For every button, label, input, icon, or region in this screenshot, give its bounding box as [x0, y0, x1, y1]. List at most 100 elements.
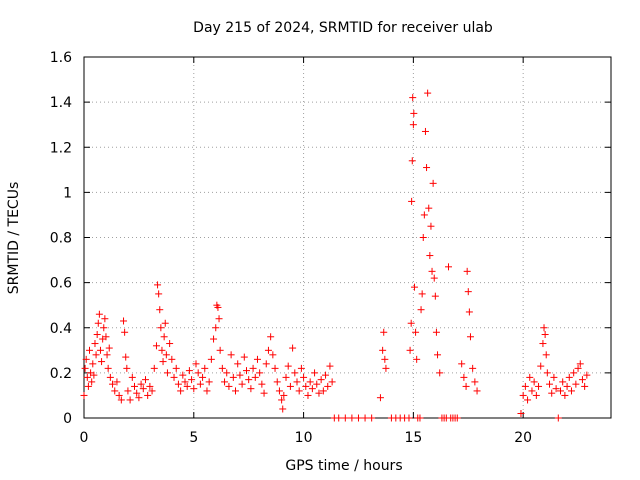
data-point [158, 346, 166, 354]
data-point [284, 362, 292, 370]
data-point [234, 360, 242, 368]
data-point [104, 364, 112, 372]
data-point [583, 371, 591, 379]
data-point [540, 324, 548, 332]
data-point [203, 387, 211, 395]
data-point [81, 364, 89, 372]
data-point [174, 380, 182, 388]
data-point [271, 364, 279, 372]
data-point [106, 373, 114, 381]
data-point [223, 369, 231, 377]
data-point [156, 306, 164, 314]
data-point [115, 391, 123, 399]
data-point [406, 346, 414, 354]
data-point [431, 292, 439, 300]
data-point [238, 380, 246, 388]
data-point [249, 364, 257, 372]
data-point [434, 351, 442, 359]
data-point [124, 387, 132, 395]
data-point [578, 376, 586, 384]
data-point [382, 364, 390, 372]
data-point [154, 281, 162, 289]
data-point [117, 396, 125, 404]
x-axis-label: GPS time / hours [285, 458, 402, 474]
data-point [407, 319, 415, 327]
data-point [554, 414, 562, 422]
y-tick-label: 1.4 [50, 95, 72, 111]
data-point [258, 380, 266, 388]
data-point [313, 380, 321, 388]
data-point [543, 369, 551, 377]
data-point [293, 378, 301, 386]
data-point [354, 414, 362, 422]
data-point [361, 414, 369, 422]
data-point [430, 274, 438, 282]
data-point [109, 380, 117, 388]
data-point [214, 303, 222, 311]
data-point [521, 382, 529, 390]
data-point [289, 344, 297, 352]
data-point [458, 360, 466, 368]
data-point [170, 373, 178, 381]
data-point [524, 396, 532, 404]
data-point [420, 211, 428, 219]
y-tick-label: 1 [63, 185, 72, 201]
data-point [84, 382, 92, 390]
data-point [82, 355, 90, 363]
y-tick-label: 1.2 [50, 140, 72, 156]
data-point [212, 324, 220, 332]
data-point [556, 387, 564, 395]
data-point [466, 333, 474, 341]
data-point [574, 364, 582, 372]
data-point [413, 355, 421, 363]
data-point [162, 351, 170, 359]
data-point [141, 376, 149, 384]
data-point [432, 328, 440, 336]
data-point [463, 267, 471, 275]
data-point [405, 414, 413, 422]
data-point [123, 364, 131, 372]
data-point [348, 414, 356, 422]
data-point [95, 310, 103, 318]
data-point [131, 382, 139, 390]
data-point [260, 389, 268, 397]
data-point [137, 380, 145, 388]
data-point [548, 389, 556, 397]
data-point [183, 382, 191, 390]
data-point [161, 319, 169, 327]
data-point [380, 328, 388, 336]
data-point [317, 376, 325, 384]
data-point [133, 389, 141, 397]
data-point [215, 315, 223, 323]
data-point [185, 367, 193, 375]
data-point [565, 373, 573, 381]
data-point [473, 387, 481, 395]
data-point [541, 331, 549, 339]
data-point [426, 252, 434, 260]
data-point [120, 317, 128, 325]
data-point [409, 94, 417, 102]
data-point [157, 324, 165, 332]
data-point [251, 373, 259, 381]
data-point [160, 333, 168, 341]
data-point [427, 222, 435, 230]
data-point [190, 385, 198, 393]
data-point [126, 396, 134, 404]
data-point [199, 373, 207, 381]
data-point [168, 355, 176, 363]
data-point [471, 378, 479, 386]
data-point [408, 197, 416, 205]
data-point [205, 378, 213, 386]
data-point [291, 369, 299, 377]
data-point [188, 376, 196, 384]
data-point [462, 382, 470, 390]
data-points [80, 89, 591, 422]
data-point [242, 367, 250, 375]
data-point [559, 378, 567, 386]
chart-title: Day 215 of 2024, SRMTID for receiver ula… [193, 20, 493, 36]
data-point [232, 387, 240, 395]
data-point [93, 331, 101, 339]
data-point [166, 340, 174, 348]
data-point [225, 382, 233, 390]
data-point [159, 358, 167, 366]
